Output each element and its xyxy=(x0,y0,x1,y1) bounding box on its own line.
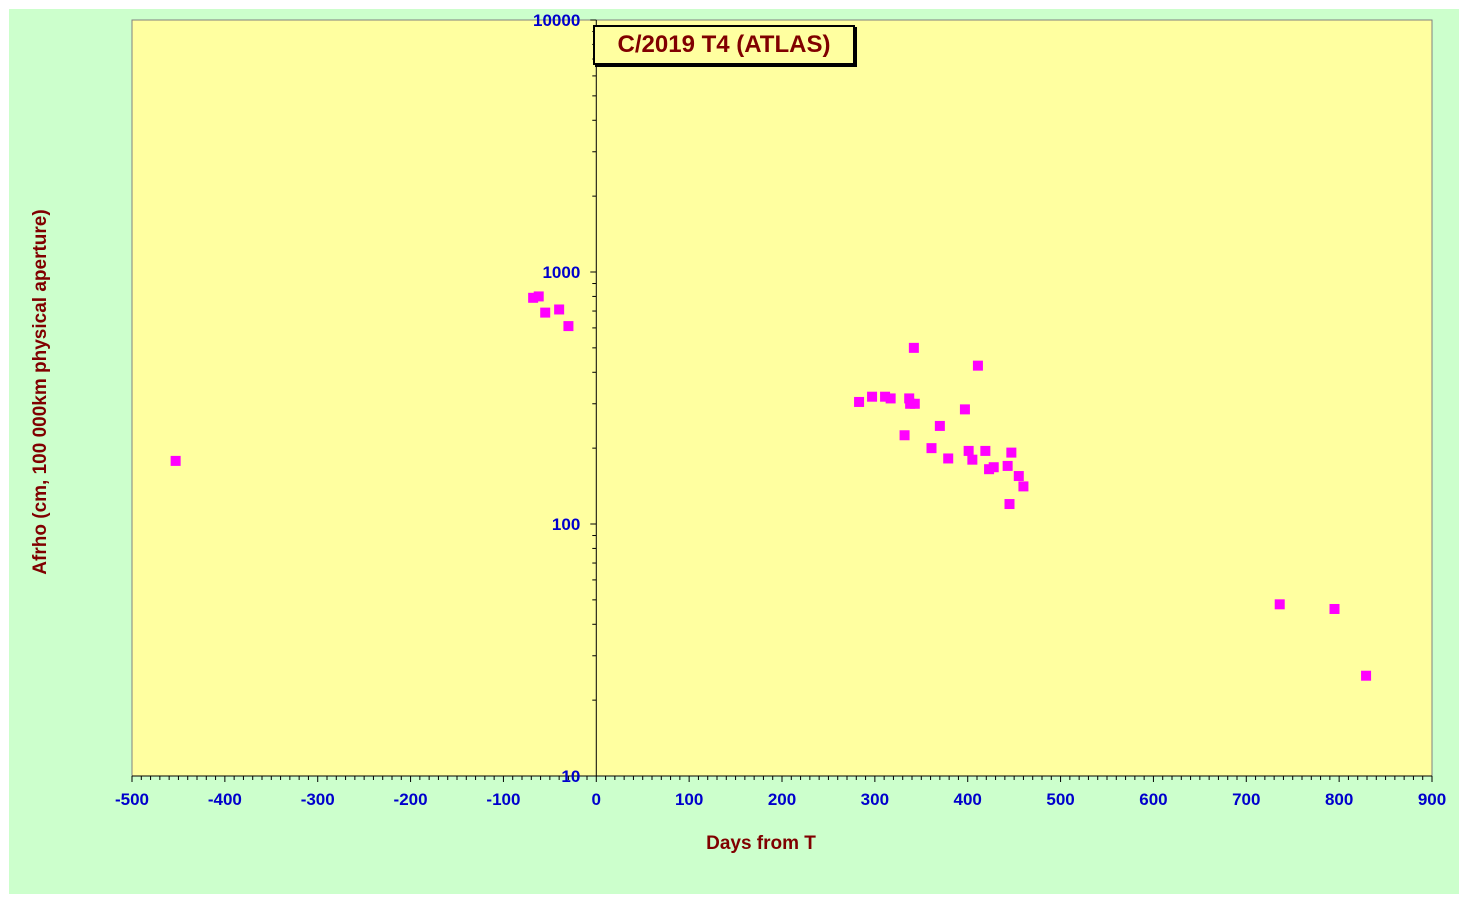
data-point xyxy=(528,292,539,303)
y-axis-title: Afrho (cm, 100 000km physical aperture) xyxy=(30,209,51,574)
x-tick-label: 0 xyxy=(592,790,601,809)
data-point xyxy=(1018,481,1029,492)
data-point xyxy=(1006,447,1017,458)
data-point xyxy=(904,393,915,404)
data-point xyxy=(1002,460,1013,471)
data-point xyxy=(959,404,970,415)
x-tick-label: 400 xyxy=(954,790,982,809)
data-point xyxy=(1361,670,1372,681)
chart-title-box: C/2019 T4 (ATLAS) xyxy=(593,25,855,65)
x-tick-label: 100 xyxy=(675,790,703,809)
data-point xyxy=(909,398,920,409)
data-point xyxy=(943,453,954,464)
data-point xyxy=(885,393,896,404)
data-point xyxy=(934,420,945,431)
x-tick-label: 700 xyxy=(1232,790,1260,809)
y-tick-label: 100 xyxy=(552,515,580,534)
x-tick-label: -500 xyxy=(115,790,149,809)
y-tick-label: 1000 xyxy=(542,263,580,282)
plot-area xyxy=(131,19,1433,777)
x-tick-label: 500 xyxy=(1046,790,1074,809)
x-axis-title: Days from T xyxy=(706,833,816,854)
x-tick-label: 600 xyxy=(1139,790,1167,809)
data-point xyxy=(972,360,983,371)
x-tick-label: 900 xyxy=(1418,790,1446,809)
data-point xyxy=(963,445,974,456)
x-tick-label: 800 xyxy=(1325,790,1353,809)
axes-layer: -500 -400 -300 -200 -100 0 100 200 300 400 500 600 7… xyxy=(115,11,1446,809)
data-point xyxy=(170,455,181,466)
data-point xyxy=(563,321,574,332)
data-point xyxy=(988,462,999,473)
x-tick-label: -400 xyxy=(208,790,242,809)
x-tick-label: -300 xyxy=(301,790,335,809)
data-point xyxy=(533,291,544,302)
x-tick-label: 200 xyxy=(768,790,796,809)
x-tick-label: 300 xyxy=(861,790,889,809)
data-point xyxy=(1013,471,1024,482)
data-point xyxy=(554,304,565,315)
data-point xyxy=(867,391,878,402)
data-point xyxy=(1329,603,1340,614)
y-tick-label: 10000 xyxy=(533,11,580,30)
data-point xyxy=(880,391,891,402)
data-point xyxy=(899,430,910,441)
data-point xyxy=(967,454,978,465)
x-tick-label: -100 xyxy=(486,790,520,809)
points-layer xyxy=(170,291,1372,681)
data-point xyxy=(980,445,991,456)
data-point xyxy=(540,307,551,318)
chart-title: C/2019 T4 (ATLAS) xyxy=(617,31,831,58)
data-point xyxy=(1274,599,1285,610)
data-point xyxy=(926,443,937,454)
data-point xyxy=(1004,499,1015,510)
data-point xyxy=(854,396,865,407)
y-tick-label: 10 xyxy=(561,767,580,786)
x-tick-label: -200 xyxy=(394,790,428,809)
data-point xyxy=(908,342,919,353)
